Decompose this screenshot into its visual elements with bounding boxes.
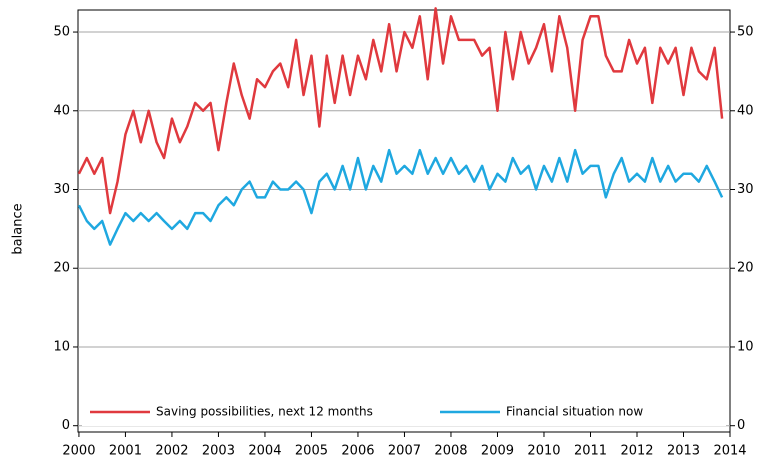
x-tick-label: 2002 (155, 444, 188, 459)
y2-tick-label: 20 (737, 261, 754, 276)
legend-box (82, 399, 726, 426)
x-tick-label: 2008 (434, 444, 467, 459)
y-tick-label: 40 (53, 103, 70, 118)
series-line (77, 7, 724, 215)
y-tick-label: 10 (53, 339, 70, 354)
x-tick-label: 2007 (388, 444, 421, 459)
x-tick-label: 2012 (620, 444, 653, 459)
x-tick-label: 2004 (248, 444, 281, 459)
y-tick-label: 30 (53, 182, 70, 197)
x-tick-label: 2005 (295, 444, 328, 459)
x-tick-label: 2013 (667, 444, 700, 459)
y-axis-label: balance (11, 203, 26, 254)
y2-tick-label: 40 (737, 103, 754, 118)
x-tick-label: 2010 (527, 444, 560, 459)
y-tick-label: 0 (62, 418, 70, 433)
legend-label: Saving possibilities, next 12 months (156, 405, 373, 419)
y-tick-label: 50 (53, 25, 70, 40)
legend-label: Financial situation now (506, 405, 643, 419)
x-tick-label: 2003 (202, 444, 235, 459)
y2-tick-label: 30 (737, 182, 754, 197)
plot-frame (77, 9, 731, 433)
y2-tick-label: 50 (737, 25, 754, 40)
x-tick-label: 2011 (574, 444, 607, 459)
x-tick-label: 2000 (62, 444, 95, 459)
y-tick-label: 20 (53, 261, 70, 276)
series-line (77, 148, 724, 246)
x-tick-label: 2014 (713, 444, 746, 459)
x-tick-label: 2006 (341, 444, 374, 459)
y2-tick-label: 10 (737, 339, 754, 354)
x-tick-label: 2009 (481, 444, 514, 459)
x-tick-label: 2001 (109, 444, 142, 459)
y2-tick-label: 0 (737, 418, 745, 433)
